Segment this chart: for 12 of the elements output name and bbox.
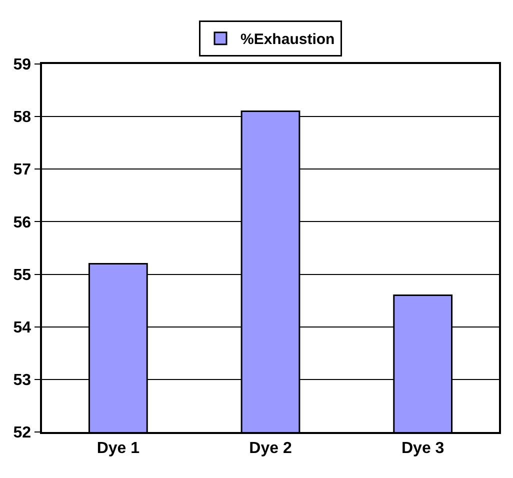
x-tick-label: Dye 2 xyxy=(249,440,292,457)
x-tick-label: Dye 1 xyxy=(96,440,140,457)
y-tick-label: 52 xyxy=(13,424,32,442)
y-tick-label: 55 xyxy=(13,266,32,284)
y-tick-label: 53 xyxy=(13,372,32,390)
x-tick-label: Dye 3 xyxy=(401,440,444,457)
y-tick-label: 58 xyxy=(13,109,32,126)
y-tick-label: 54 xyxy=(13,319,32,336)
y-tick-label: 59 xyxy=(13,56,32,74)
y-tick-label: 57 xyxy=(13,162,32,179)
y-tick-label: 56 xyxy=(13,214,32,232)
legend-label: %Exhaustion xyxy=(240,31,335,48)
